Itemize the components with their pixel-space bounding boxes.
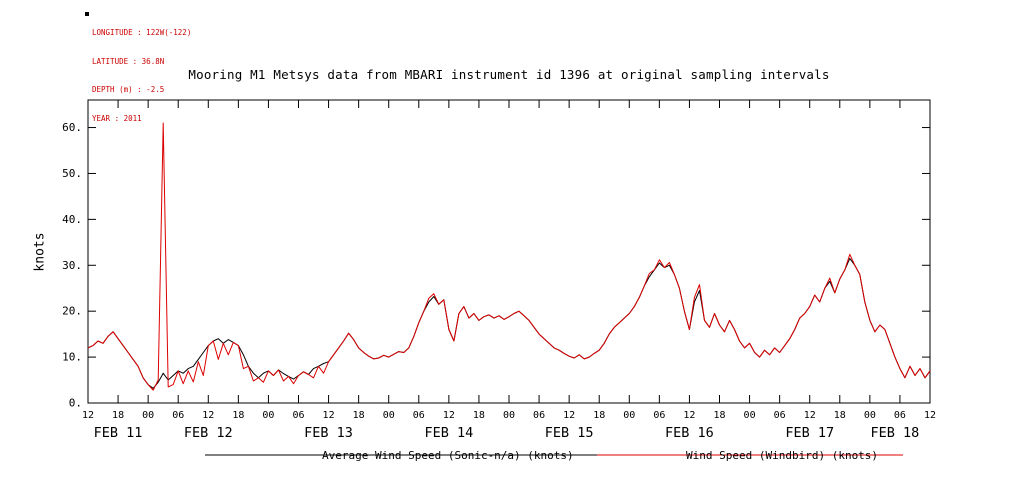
info-year: YEAR : 2011 <box>92 113 142 123</box>
x-date-label: FEB 15 <box>545 425 594 441</box>
y-tick-label: 60. <box>62 121 82 134</box>
legend-label-wind-speed-windbird: Wind Speed (Windbird) (knots) <box>686 449 879 462</box>
x-tick-label: 18 <box>232 410 244 421</box>
x-tick-label: 00 <box>262 410 274 421</box>
info-latitude: LATITUDE : 36.8N <box>92 56 165 66</box>
legend-label-average-wind-speed-sonic: Average Wind Speed (Sonic-n/a) (knots) <box>322 449 574 462</box>
x-tick-label: 00 <box>503 410 515 421</box>
info-depth: DEPTH (m) : -2.5 <box>92 85 165 94</box>
x-tick-label: 18 <box>834 410 846 421</box>
x-date-label: FEB 14 <box>424 425 473 441</box>
x-tick-label: 06 <box>172 410 184 421</box>
y-tick-label: 30. <box>62 259 82 272</box>
x-tick-label: 12 <box>683 410 695 421</box>
x-tick-label: 00 <box>383 410 395 421</box>
x-tick-label: 12 <box>563 410 575 421</box>
x-tick-label: 18 <box>112 410 124 421</box>
x-tick-label: 06 <box>533 410 545 421</box>
info-block: LONGITUDE : 122W(-122) LATITUDE : 36.8N … <box>92 9 191 142</box>
x-tick-label: 12 <box>202 410 214 421</box>
y-tick-label: 0. <box>69 397 82 410</box>
info-longitude: LONGITUDE : 122W(-122) <box>92 28 192 37</box>
x-date-label: FEB 13 <box>304 425 353 441</box>
x-tick-label: 00 <box>864 410 876 421</box>
x-date-label: FEB 12 <box>184 425 233 441</box>
y-tick-label: 10. <box>62 351 82 364</box>
x-tick-label: 12 <box>443 410 455 421</box>
x-tick-label: 12 <box>804 410 816 421</box>
x-tick-label: 18 <box>473 410 485 421</box>
x-tick-label: 12 <box>82 410 94 421</box>
y-tick-label: 20. <box>62 305 82 318</box>
x-tick-label: 06 <box>653 410 665 421</box>
x-tick-label: 06 <box>894 410 906 421</box>
series-line-average-wind-speed <box>87 257 931 389</box>
plot-symbol-marker <box>85 12 89 16</box>
x-tick-label: 00 <box>142 410 154 421</box>
y-tick-label: 40. <box>62 213 82 226</box>
x-date-label: FEB 17 <box>785 425 834 441</box>
x-tick-label: 12 <box>323 410 335 421</box>
x-tick-label: 18 <box>593 410 605 421</box>
y-tick-label: 50. <box>62 167 82 180</box>
x-date-label: FEB 18 <box>871 425 920 441</box>
x-date-label: FEB 11 <box>94 425 143 441</box>
x-tick-label: 06 <box>774 410 786 421</box>
y-axis-title: knots <box>32 232 48 272</box>
x-tick-label: 18 <box>353 410 365 421</box>
x-tick-label: 18 <box>713 410 725 421</box>
x-tick-label: 00 <box>623 410 635 421</box>
chart-title: Mooring M1 Metsys data from MBARI instru… <box>188 67 830 82</box>
x-tick-label: 00 <box>744 410 756 421</box>
x-date-label: FEB 16 <box>665 425 714 441</box>
series-line-windbird <box>87 122 931 391</box>
x-tick-label: 06 <box>413 410 425 421</box>
x-tick-label: 12 <box>924 410 936 421</box>
x-tick-label: 06 <box>292 410 304 421</box>
plot-border <box>87 99 931 404</box>
